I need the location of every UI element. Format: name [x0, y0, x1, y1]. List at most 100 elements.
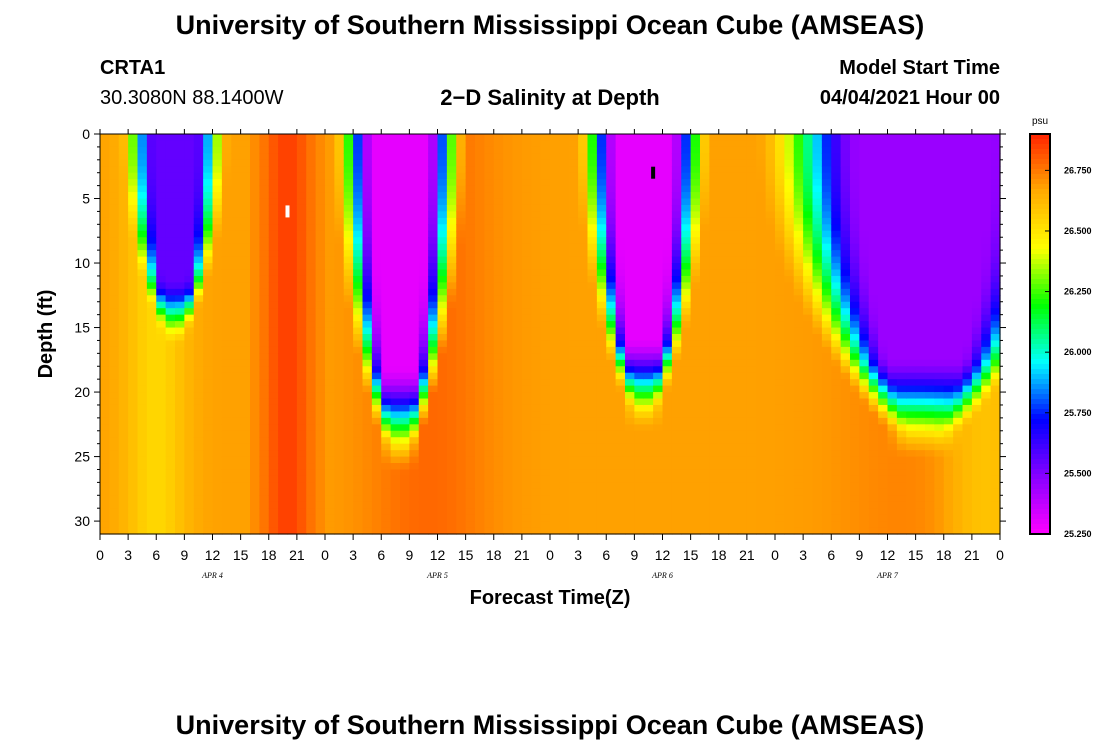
heat-cell	[146, 475, 157, 483]
heat-cell	[146, 282, 157, 290]
heat-cell	[737, 192, 748, 200]
heat-cell	[503, 198, 514, 206]
heat-cell	[531, 417, 542, 425]
heat-cell	[550, 185, 560, 193]
heat-cell	[278, 527, 289, 535]
heat-cell	[118, 398, 129, 406]
heat-cell	[671, 237, 682, 245]
heat-cell	[371, 314, 382, 322]
heat-cell	[578, 166, 589, 174]
heat-cell	[803, 179, 814, 187]
heat-cell	[690, 379, 701, 387]
heat-cell	[540, 353, 551, 361]
heat-cell	[625, 392, 635, 400]
heat-cell	[193, 392, 204, 400]
heat-cell	[587, 359, 598, 367]
heat-cell	[578, 456, 589, 464]
heat-cell	[578, 379, 589, 387]
heat-cell	[643, 237, 654, 245]
heat-cell	[831, 411, 842, 419]
heat-cell	[109, 430, 120, 438]
heat-cell	[493, 340, 504, 348]
heat-cell	[756, 211, 767, 219]
heat-cell	[409, 250, 420, 258]
heat-cell	[587, 463, 598, 471]
heat-cell	[840, 353, 851, 361]
heat-cell	[821, 346, 832, 354]
heat-cell	[775, 172, 785, 180]
heat-cell	[568, 256, 579, 264]
heat-cell	[306, 346, 317, 354]
heat-cell	[643, 308, 654, 316]
heat-cell	[850, 269, 860, 277]
heat-cell	[756, 514, 767, 522]
heat-cell	[259, 166, 270, 174]
heat-cell	[634, 398, 645, 406]
heat-cell	[775, 179, 785, 187]
heat-cell	[259, 463, 270, 471]
heat-cell	[803, 392, 814, 400]
heat-cell	[803, 146, 814, 154]
heat-cell	[465, 508, 476, 516]
heat-cell	[643, 495, 654, 503]
heat-cell	[175, 166, 185, 174]
heat-cell	[643, 224, 654, 232]
heat-cell	[568, 166, 579, 174]
heat-cell	[568, 392, 579, 400]
heat-cell	[634, 527, 645, 535]
heat-cell	[465, 308, 476, 316]
heat-cell	[709, 437, 720, 445]
heat-cell	[634, 411, 645, 419]
heat-cell	[625, 140, 635, 148]
heat-cell	[596, 224, 607, 232]
heat-cell	[146, 443, 157, 451]
heat-cell	[615, 314, 626, 322]
heat-cell	[390, 372, 401, 380]
heat-cell	[437, 385, 448, 393]
heat-cell	[287, 198, 298, 206]
heat-cell	[278, 475, 289, 483]
heat-cell	[137, 243, 148, 251]
heat-cell	[606, 321, 617, 329]
heat-cell	[765, 224, 776, 232]
heat-cell	[437, 134, 448, 142]
heat-cell	[625, 295, 635, 303]
heat-cell	[100, 359, 110, 367]
heat-cell	[718, 463, 729, 471]
heat-cell	[540, 398, 551, 406]
heat-cell	[146, 495, 157, 503]
heat-cell	[615, 366, 626, 374]
heat-cell	[484, 159, 495, 167]
heat-cell	[531, 263, 542, 271]
heat-cell	[437, 456, 448, 464]
heat-cell	[512, 166, 523, 174]
heat-cell	[306, 263, 317, 271]
heat-cell	[353, 217, 364, 225]
heat-cell	[493, 275, 504, 283]
heat-cell	[175, 314, 185, 322]
heat-cell	[681, 250, 692, 258]
heat-cell	[812, 192, 823, 200]
heat-cell	[831, 263, 842, 271]
heat-cell	[606, 282, 617, 290]
heat-cell	[418, 501, 429, 509]
heat-cell	[390, 134, 401, 142]
heat-cell	[240, 359, 251, 367]
heat-cell	[306, 308, 317, 316]
heat-cell	[625, 359, 635, 367]
heat-cell	[259, 443, 270, 451]
heat-cell	[709, 346, 720, 354]
heat-cell	[512, 398, 523, 406]
heat-cell	[625, 204, 635, 213]
heat-cell	[709, 385, 720, 393]
heat-cell	[550, 179, 560, 187]
heat-cell	[334, 166, 345, 174]
heat-cell	[146, 179, 157, 187]
heat-cell	[381, 443, 392, 451]
heat-cell	[156, 334, 167, 342]
heat-cell	[353, 340, 364, 348]
heat-cell	[334, 250, 345, 258]
heat-cell	[756, 392, 767, 400]
heat-cell	[278, 501, 289, 509]
heat-cell	[315, 140, 326, 148]
